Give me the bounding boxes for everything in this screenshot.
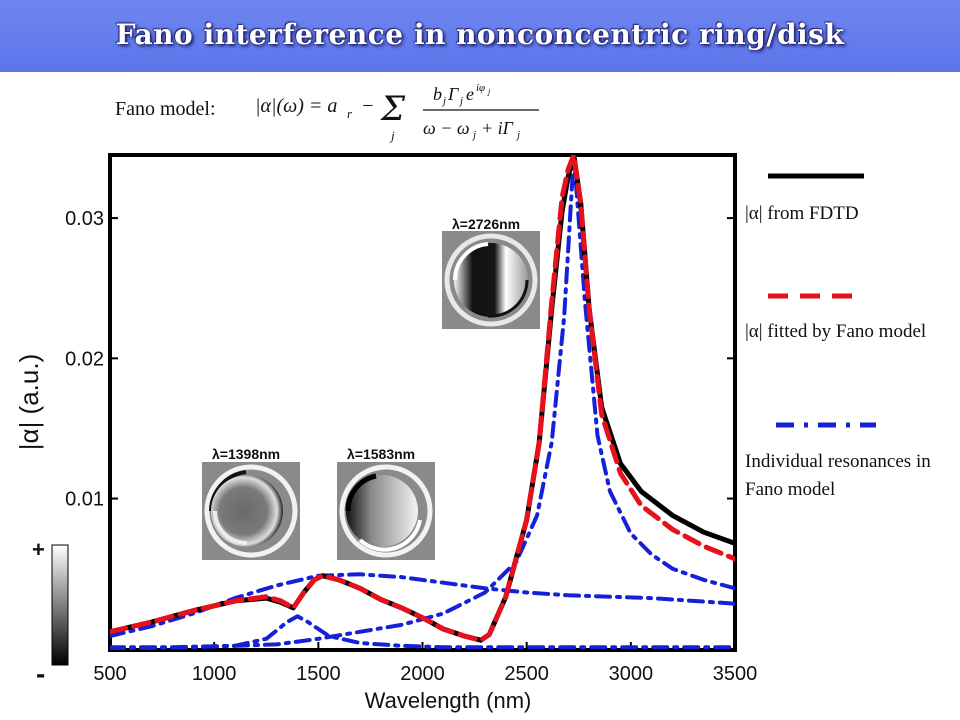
x-tick-label: 1500	[296, 663, 341, 685]
svg-text:ω − ω: ω − ω	[423, 118, 470, 138]
series-line-3	[110, 614, 735, 650]
colorbar-minus-label: -	[36, 658, 45, 689]
x-tick-label: 2000	[400, 663, 445, 685]
svg-text:j: j	[471, 129, 476, 141]
x-tick-label: 3000	[609, 663, 654, 685]
y-tick-label: 0.02	[65, 348, 104, 370]
x-tick-label: 3500	[713, 663, 758, 685]
inset-1583nm: λ=1583nm	[337, 446, 435, 560]
series-line-2	[110, 572, 735, 638]
svg-text:j: j	[441, 95, 446, 107]
inset-1398nm: λ=1398nm	[202, 446, 300, 560]
x-tick-label: 1000	[192, 663, 237, 685]
slide-title: Fano interference in nonconcentric ring/…	[115, 18, 845, 51]
y-tick-label: 0.01	[65, 489, 104, 511]
series-line-4	[110, 155, 735, 650]
svg-text:j: j	[458, 95, 463, 107]
formula-graphic: |α|(ω) = a r − Σ j b j Γ j e iφ j ω − ω …	[255, 82, 539, 143]
inset-label-1583: λ=1583nm	[347, 446, 415, 462]
series-line-0	[110, 155, 735, 643]
svg-text:b: b	[433, 84, 442, 104]
svg-text:j: j	[515, 129, 520, 141]
svg-text:e: e	[466, 84, 474, 104]
svg-text:−: −	[361, 95, 375, 117]
colorbar-plus-label: +	[32, 537, 45, 562]
x-axis-title: Wavelength (nm)	[365, 688, 532, 713]
plot-frame	[108, 153, 737, 652]
inset-label-1398: λ=1398nm	[212, 446, 280, 462]
legend-fitted-text: |α| fitted by Fano model	[745, 321, 927, 342]
fano-model-formula: |α|(ω) = a r − Σ j b j Γ j e iφ j ω − ω …	[255, 78, 555, 154]
svg-text:|α|(ω) = a: |α|(ω) = a	[255, 95, 337, 117]
y-axis-title: |α| (a.u.)	[14, 354, 44, 450]
svg-text:iφ: iφ	[476, 82, 485, 94]
legend-fdtd-text: |α| from FDTD	[745, 203, 859, 224]
svg-text:j: j	[487, 87, 491, 96]
svg-text:j: j	[389, 128, 395, 143]
svg-text:+ iΓ: + iΓ	[481, 118, 514, 138]
colorbar: + -	[32, 537, 69, 689]
inset-2726nm: λ=2726nm	[442, 216, 540, 329]
svg-text:r: r	[347, 106, 353, 121]
y-tick-label: 0.03	[65, 208, 104, 230]
series-line-1	[110, 155, 735, 643]
fano-model-label: Fano model:	[115, 98, 216, 120]
x-tick-label: 500	[93, 663, 126, 685]
x-tick-label: 2500	[504, 663, 549, 685]
legend-individual-text: Individual resonances in Fano model	[745, 451, 931, 500]
svg-text:Σ: Σ	[379, 89, 406, 129]
title-bar: Fano interference in nonconcentric ring/…	[0, 0, 960, 72]
inset-label-2726: λ=2726nm	[452, 216, 520, 232]
svg-text:Γ: Γ	[447, 84, 459, 104]
